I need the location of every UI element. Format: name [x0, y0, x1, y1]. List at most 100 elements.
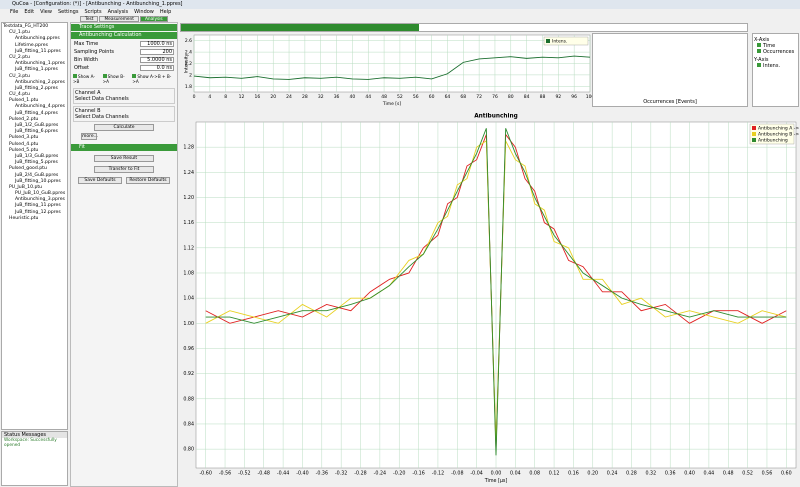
- tree-item[interactable]: Antibunching_1.ppres: [15, 61, 65, 67]
- checkbox-box: [132, 74, 137, 78]
- checkbox[interactable]: Show A->B: [73, 74, 100, 84]
- tree-item[interactable]: Pulsed_3.ptu: [9, 135, 39, 141]
- tree-item[interactable]: JuB_2/4_GuB.ppres: [15, 172, 59, 178]
- tree-item[interactable]: JuB_fitting_10.ppres: [15, 178, 61, 184]
- menu-item[interactable]: Settings: [57, 9, 79, 15]
- checkbox-row: Show A->B Show B->A Show A->B + B->A: [71, 72, 177, 86]
- legend-label[interactable]: Intens.: [552, 39, 567, 45]
- calculate-button[interactable]: Calculate: [94, 124, 154, 131]
- status-message: Workspace: Successfully opened: [4, 438, 57, 448]
- legend-label[interactable]: Antibunching B -> A: [758, 132, 800, 138]
- tree-item[interactable]: CU_4.ptu: [9, 92, 30, 98]
- field-input[interactable]: 1000.0 ns: [140, 41, 174, 47]
- panel-header[interactable]: Antibunching Calculation: [71, 32, 177, 39]
- menu-item[interactable]: Analysis: [107, 9, 129, 15]
- x-tick-label: 0.48: [723, 470, 734, 476]
- tree-item[interactable]: JuB_fitting_2.ppres: [15, 85, 58, 91]
- tree-item[interactable]: Heuristic.ptu: [9, 215, 39, 221]
- menu-item[interactable]: View: [40, 9, 52, 15]
- field-label: Max Time: [74, 41, 99, 47]
- tree-item[interactable]: Pulsed_4.ptu: [9, 141, 39, 147]
- more-button[interactable]: more...: [81, 133, 98, 140]
- tree-item[interactable]: Antibunching_4.ppres: [15, 104, 65, 110]
- tree-item[interactable]: JuB_1/3_GuB.ppres: [15, 153, 59, 159]
- tree-item[interactable]: Antibunching_3.ppres: [15, 197, 65, 203]
- x-tick-label: 0.12: [549, 470, 560, 476]
- y-axis-title: Intensity: [184, 53, 190, 73]
- tree-item[interactable]: JuB_fitting_4.ppres: [15, 110, 58, 116]
- tree-item[interactable]: Antibunching_2.ppres: [15, 79, 65, 85]
- checkbox-label: Show A->B + B->A: [132, 74, 172, 84]
- x-tick-label: 0.44: [704, 470, 715, 476]
- tree-item[interactable]: PU_JuB_10.ptu: [9, 184, 43, 190]
- trace-chart: 0 4 8 12 16 20 24 28 32 36 40 44 48 52 56 60 64 68 72 76 80 8…: [184, 34, 592, 107]
- tree-item[interactable]: PU_JuB_10_GuB.ppres: [15, 191, 66, 197]
- button[interactable]: Save Defaults: [78, 177, 122, 184]
- checkbox[interactable]: Show A->B + B->A: [132, 74, 175, 84]
- axes-label: Occurrences: [763, 49, 795, 55]
- x-tick-label: 0.00: [491, 470, 502, 476]
- panel-header[interactable]: Fit: [71, 144, 177, 151]
- x-tick-label: 0.52: [742, 470, 753, 476]
- x-tick-label: 88: [540, 94, 546, 100]
- tree-item[interactable]: Testdata_FG_HT200: [3, 24, 49, 29]
- field-input[interactable]: 200: [140, 49, 174, 55]
- tree-item[interactable]: JuB_fitting_6.ppres: [15, 129, 58, 135]
- legend-label[interactable]: Antibunching A -> B: [758, 126, 800, 132]
- axes-item[interactable]: Time: [754, 43, 797, 49]
- x-tick-label: 20: [270, 94, 276, 100]
- legend-swatch: [546, 39, 550, 43]
- y-tick-label: 0.84: [183, 421, 194, 427]
- menu-item[interactable]: Edit: [24, 9, 35, 15]
- tree-item[interactable]: JuB_fitting_11.ppres: [15, 203, 61, 209]
- panel-header[interactable]: Trace Settings: [71, 24, 177, 31]
- x-axis-title: Time [s]: [382, 101, 402, 107]
- menu-item[interactable]: Scripts: [84, 9, 102, 15]
- button[interactable]: Restore Defaults: [126, 177, 170, 184]
- menu-item[interactable]: File: [10, 9, 19, 15]
- x-tick-label: -0.40: [296, 470, 308, 476]
- x-tick-label: 72: [476, 94, 482, 100]
- workspace-tree: Testdata_FG_HT200 CU_1.ptu Antibunching.pp…: [1, 22, 68, 430]
- tree-item[interactable]: Pulsed_good.ptu: [9, 166, 47, 172]
- tree-item[interactable]: JuB_fitting_1.ppres: [15, 67, 58, 73]
- tab[interactable]: Measurement: [99, 16, 139, 22]
- legend-label[interactable]: Antibunching: [758, 138, 788, 144]
- tree-item[interactable]: JuB_fitting_11.ppres: [15, 48, 61, 54]
- y-tick-label: 1.8: [185, 84, 192, 90]
- menu-item[interactable]: Window: [134, 9, 154, 15]
- field-input[interactable]: 5.0000 ns: [140, 57, 174, 63]
- checkbox[interactable]: Show B->A: [102, 74, 130, 84]
- tab[interactable]: Test: [80, 16, 99, 22]
- tab[interactable]: Analysis: [139, 16, 168, 22]
- x-tick-label: -0.24: [374, 470, 386, 476]
- tree-item[interactable]: Antibunching.ppres: [15, 36, 60, 42]
- axes-item[interactable]: Intens.: [754, 63, 797, 69]
- y-tick-label: 1.28: [183, 145, 194, 151]
- menu-item[interactable]: Help: [159, 9, 172, 15]
- button[interactable]: Transfer to Fit: [94, 166, 154, 173]
- x-tick-label: 8: [224, 94, 227, 100]
- tree-item[interactable]: CU_3.ptu: [9, 73, 30, 79]
- x-tick-label: 0.16: [568, 470, 579, 476]
- tree-item[interactable]: Lifetime.ppres: [15, 42, 48, 48]
- tree-item[interactable]: JuB_1/2_GuB.ppres: [15, 123, 59, 128]
- tree-item[interactable]: CU_2.ptu: [9, 54, 30, 60]
- tree-item[interactable]: JuB_fitting_12.ppres: [15, 209, 61, 215]
- series-line: [193, 55, 591, 80]
- tree-item[interactable]: Pulsed_5.ptu: [9, 147, 39, 153]
- button[interactable]: Save Result: [94, 155, 154, 162]
- x-tick-label: 4: [208, 94, 211, 100]
- x-tick-label: 12: [239, 94, 245, 100]
- x-tick-label: 76: [492, 94, 498, 100]
- y-tick-label: 1.16: [183, 220, 194, 226]
- axes-item[interactable]: Occurrences: [754, 49, 797, 55]
- tree-item[interactable]: Pulsed_2.ptu: [9, 116, 39, 122]
- tree-item[interactable]: JuB_fitting_5.ppres: [15, 160, 58, 166]
- tree-item[interactable]: Pulsed_1.ptu: [9, 98, 39, 104]
- x-tick-label: -0.12: [432, 470, 444, 476]
- field-input[interactable]: 0.0 ns: [140, 65, 174, 71]
- axes-title: Y-Axis: [754, 57, 769, 63]
- tree-item[interactable]: CU_1.ptu: [9, 30, 30, 36]
